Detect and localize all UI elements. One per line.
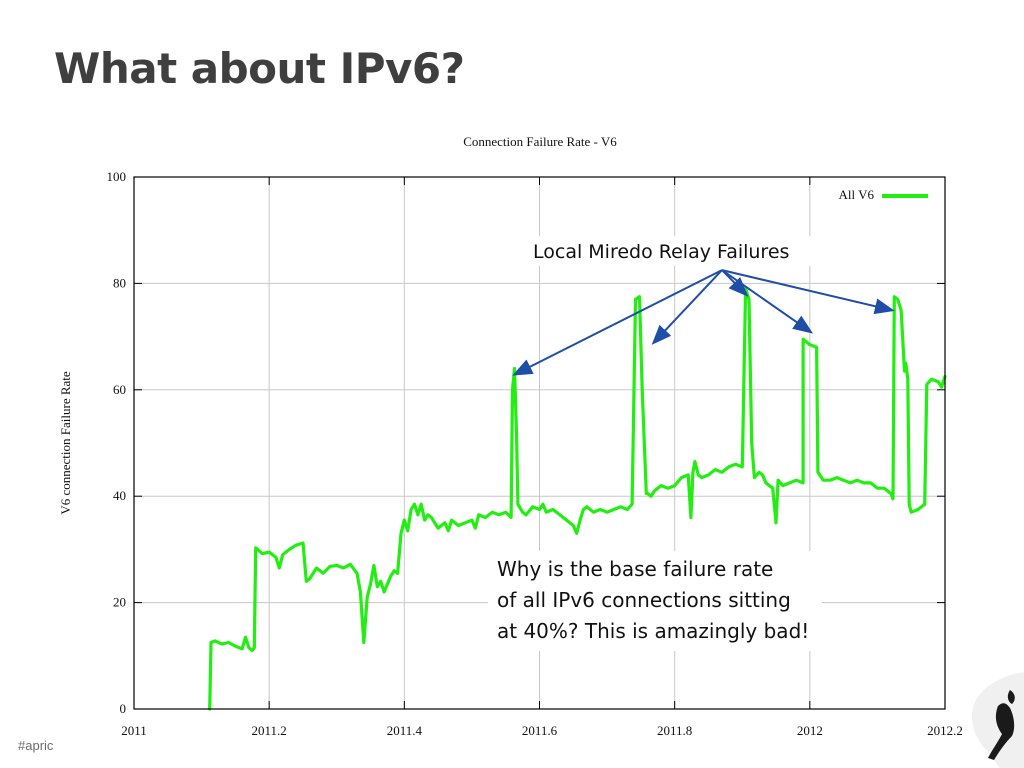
x-tick-label: 2011.4 <box>387 723 423 738</box>
base-failure-note-line-1: Why is the base failure rate <box>497 557 773 581</box>
relay-arrow <box>721 269 749 297</box>
relay-arrow <box>721 269 814 334</box>
y-tick-label: 60 <box>113 382 126 397</box>
legend-label: All V6 <box>838 187 874 202</box>
y-tick-label: 40 <box>113 488 126 503</box>
x-tick-label: 2012.2 <box>927 723 963 738</box>
slide-title: What about IPv6? <box>54 44 465 93</box>
y-tick-label: 20 <box>113 595 126 610</box>
y-tick-label: 80 <box>113 275 126 290</box>
x-tick-label: 2011.6 <box>522 723 558 738</box>
relay-annotation-arrows <box>512 269 895 376</box>
chart-title: Connection Failure Rate - V6 <box>463 134 617 149</box>
base-failure-note-line-3: at 40%? This is amazingly bad! <box>497 619 809 643</box>
base-failure-note-line-2: of all IPv6 connections sitting <box>497 588 791 612</box>
x-tick-label: 2011 <box>121 723 147 738</box>
x-tick-label: 2011.8 <box>657 723 692 738</box>
relay-arrow <box>721 269 895 315</box>
relay-arrow <box>651 269 723 345</box>
series-layer <box>208 287 947 711</box>
x-tick-label: 2012 <box>797 723 823 738</box>
x-tick-label: 2011.2 <box>252 723 287 738</box>
series-line-all-v6 <box>208 287 947 711</box>
relay-label-backdrop <box>528 236 818 266</box>
plot-frame <box>133 176 946 710</box>
legend: All V6 <box>838 187 928 202</box>
note-backdrop <box>488 551 822 651</box>
y-tick-label: 0 <box>120 701 127 716</box>
kiwi-silhouette-icon <box>972 672 1024 768</box>
relay-failures-label: Local Miredo Relay Failures <box>533 241 789 263</box>
relay-arrow <box>512 269 723 376</box>
y-axis-label: V6 connection Failure Rate <box>58 371 73 515</box>
y-tick-label: 100 <box>107 169 127 184</box>
footer-hashtag: #apric <box>18 738 54 753</box>
